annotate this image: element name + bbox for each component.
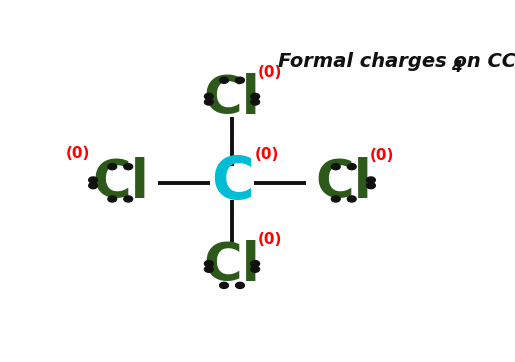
Circle shape xyxy=(204,261,213,267)
Text: (0): (0) xyxy=(258,65,282,80)
Circle shape xyxy=(108,164,117,170)
Circle shape xyxy=(204,99,213,105)
Text: 4: 4 xyxy=(451,60,461,75)
Circle shape xyxy=(347,196,356,202)
Text: Cl: Cl xyxy=(315,157,372,209)
Circle shape xyxy=(124,196,133,202)
Circle shape xyxy=(124,164,133,170)
Text: (0): (0) xyxy=(258,232,282,247)
Circle shape xyxy=(347,164,356,170)
Text: Formal charges on CCl: Formal charges on CCl xyxy=(278,52,515,71)
Circle shape xyxy=(219,77,229,83)
Circle shape xyxy=(89,177,97,183)
Text: Cl: Cl xyxy=(203,240,261,292)
Circle shape xyxy=(331,196,340,202)
Circle shape xyxy=(204,93,213,100)
Text: Cl: Cl xyxy=(203,73,261,125)
Circle shape xyxy=(251,99,260,105)
Text: (0): (0) xyxy=(370,148,394,163)
Circle shape xyxy=(89,182,97,189)
Text: C: C xyxy=(211,154,253,211)
Circle shape xyxy=(367,182,375,189)
Circle shape xyxy=(251,93,260,100)
Circle shape xyxy=(219,282,229,289)
Circle shape xyxy=(367,177,375,183)
Circle shape xyxy=(235,282,245,289)
Text: (0): (0) xyxy=(255,147,280,162)
Circle shape xyxy=(331,164,340,170)
Text: Cl: Cl xyxy=(92,157,149,209)
Circle shape xyxy=(251,261,260,267)
Circle shape xyxy=(108,196,117,202)
Circle shape xyxy=(251,266,260,272)
Text: (0): (0) xyxy=(66,146,90,160)
Circle shape xyxy=(204,266,213,272)
Circle shape xyxy=(235,77,245,83)
